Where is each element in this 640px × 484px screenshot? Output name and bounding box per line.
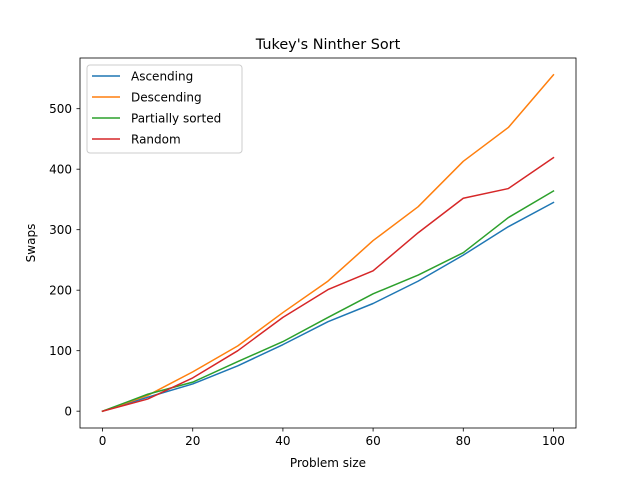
series-line-descending [101,73,555,413]
x-tick-label: 20 [185,434,200,448]
x-tick-label: 40 [275,434,290,448]
legend-entries: Ascending Descending Partially sorted Rando… [92,70,221,147]
x-tick-label: 100 [542,434,565,448]
series-line-partially-sorted [101,189,555,413]
legend-label-partially-sorted: Partially sorted [131,112,221,126]
y-axis-label: Swaps [24,224,38,263]
legend: Ascending Descending Partially sorted Rando… [86,64,243,154]
series-line-ascending [101,201,555,413]
legend-label-random: Random [131,133,181,147]
y-tick-label: 500 [49,102,72,116]
chart-title: Tukey's Ninther Sort [255,37,401,53]
x-tick-label: 80 [456,434,471,448]
x-tick-label: 60 [365,434,380,448]
x-axis-label: Problem size [290,456,366,470]
legend-label-descending: Descending [131,91,202,105]
axes-frame [79,57,577,429]
y-tick-label: 300 [49,223,72,237]
y-tick-label: 100 [49,344,72,358]
plot-lines [101,73,555,413]
x-tick-label: 0 [99,434,107,448]
legend-label-ascending: Ascending [131,70,193,84]
x-axis-ticks: 0 20 40 60 80 100 [99,428,565,448]
y-axis-ticks: 0 100 200 300 400 500 [49,102,80,419]
y-tick-label: 0 [64,405,72,419]
series-line-random [101,156,555,413]
y-tick-label: 200 [49,284,72,298]
y-tick-label: 400 [49,163,72,177]
legend-box [86,64,243,154]
